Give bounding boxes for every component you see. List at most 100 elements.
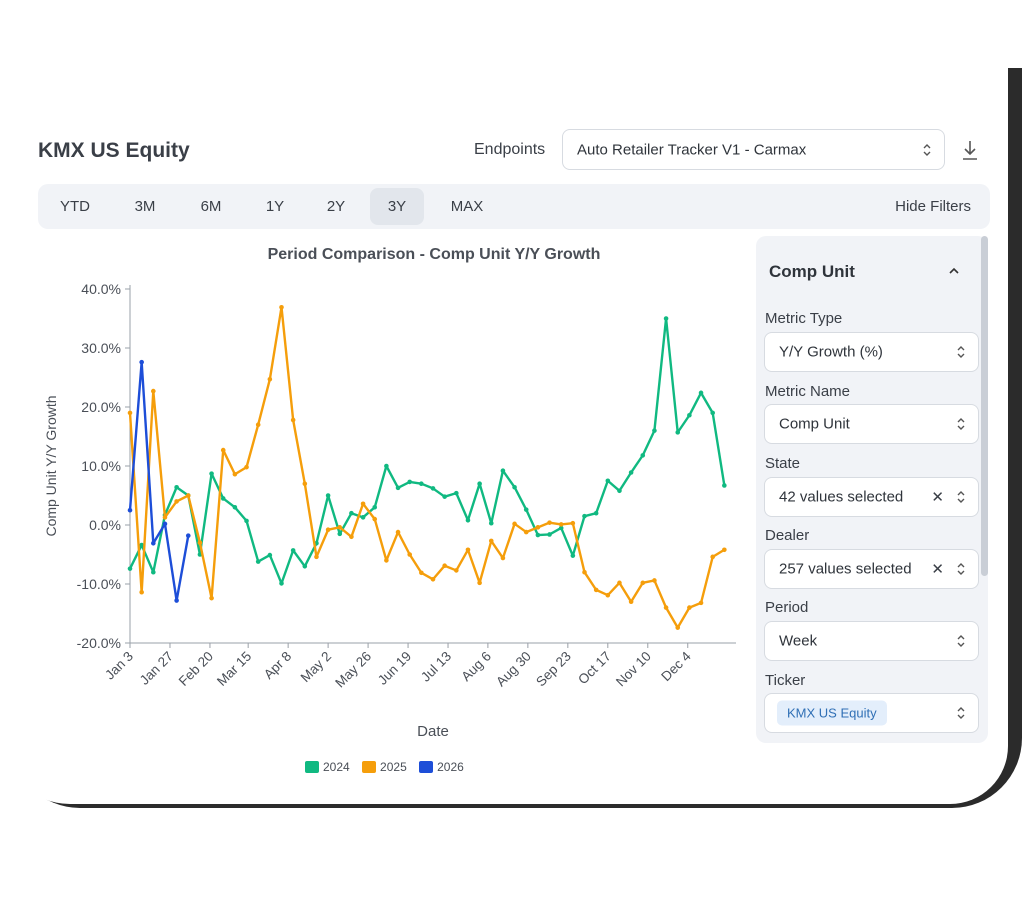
metric-type-select[interactable]: Y/Y Growth (%) — [764, 332, 979, 372]
data-point — [465, 517, 471, 523]
period-tabbar: YTD 3M 6M 1Y 2Y 3Y MAX Hide Filters — [38, 184, 990, 229]
data-point — [337, 525, 343, 530]
data-point — [640, 453, 646, 458]
data-point — [127, 410, 133, 416]
data-point — [279, 304, 284, 310]
tab-3y[interactable]: 3Y — [370, 188, 424, 225]
data-point — [384, 558, 389, 563]
series-line-2026 — [128, 360, 190, 602]
endpoints-label: Endpoints — [474, 141, 546, 158]
data-point — [232, 471, 238, 477]
ticker-select[interactable]: KMX US Equity — [764, 693, 979, 733]
data-point — [570, 520, 576, 526]
data-point — [523, 507, 529, 512]
series-2026 — [127, 359, 191, 603]
y-axis-title: Comp Unit Y/Y Growth — [43, 395, 59, 536]
data-point — [477, 481, 482, 487]
data-point — [325, 493, 331, 498]
data-point — [617, 580, 622, 586]
hide-filters-button[interactable]: Hide Filters — [895, 198, 971, 215]
data-point — [384, 463, 389, 469]
state-label: State — [765, 455, 801, 472]
data-point — [500, 555, 506, 561]
data-point — [407, 552, 412, 557]
dealer-select[interactable]: 257 values selected ✕ — [764, 549, 979, 589]
x-tick-label: Jan 3 — [102, 649, 136, 683]
data-point — [558, 525, 564, 531]
data-point — [220, 496, 226, 501]
data-point — [454, 490, 459, 496]
tab-2y[interactable]: 2Y — [326, 198, 346, 215]
data-point — [687, 412, 692, 418]
data-point — [255, 559, 261, 564]
period-select[interactable]: Week — [764, 621, 979, 661]
ticker-chip[interactable]: KMX US Equity — [777, 700, 887, 726]
data-point — [652, 428, 657, 433]
state-select[interactable]: 42 values selected ✕ — [764, 477, 979, 517]
clear-state-icon[interactable]: ✕ — [931, 489, 944, 506]
data-point — [244, 518, 249, 524]
tab-max[interactable]: MAX — [450, 198, 484, 215]
data-point — [139, 359, 144, 365]
data-point — [337, 531, 343, 537]
data-point — [174, 484, 179, 490]
filters-title: Comp Unit — [769, 262, 855, 281]
state-value: 42 values selected — [779, 488, 904, 506]
series-line-2025 — [128, 306, 725, 629]
data-point — [454, 568, 459, 573]
chevron-updown-icon — [957, 346, 965, 358]
data-point — [197, 540, 203, 545]
data-point — [710, 554, 715, 560]
line-chart: 40.0%30.0%20.0%10.0%0.0%-10.0%-20.0%Jan … — [43, 281, 736, 740]
tab-ytd[interactable]: YTD — [60, 198, 90, 215]
download-icon[interactable] — [961, 139, 979, 161]
metric-name-select[interactable]: Comp Unit — [764, 404, 979, 444]
data-point — [151, 540, 156, 546]
data-point — [628, 470, 634, 475]
legend-item-2024[interactable]: 2024 — [305, 760, 350, 774]
chevron-updown-icon — [957, 635, 965, 647]
clear-dealer-icon[interactable]: ✕ — [931, 561, 944, 578]
data-point — [442, 563, 447, 569]
data-point — [279, 581, 284, 586]
x-tick-label: Nov 10 — [613, 649, 654, 690]
legend-item-2026[interactable]: 2026 — [419, 760, 464, 774]
legend-item-2025[interactable]: 2025 — [362, 760, 407, 774]
page-title: KMX US Equity — [38, 139, 190, 162]
data-point — [663, 605, 669, 610]
x-tick-label: Oct 17 — [575, 649, 614, 688]
chevron-up-icon[interactable] — [947, 266, 961, 276]
y-tick-label: -10.0% — [77, 576, 121, 592]
data-point — [640, 580, 646, 586]
data-point — [302, 481, 308, 487]
data-point — [605, 478, 611, 484]
dealer-label: Dealer — [765, 527, 810, 544]
data-point — [360, 501, 366, 507]
data-point — [488, 520, 494, 526]
y-tick-label: 20.0% — [81, 399, 121, 415]
y-tick-label: -20.0% — [77, 635, 121, 651]
data-point — [687, 605, 692, 610]
filters-panel: Comp Unit Metric Type Y/Y Growth (%) Met… — [756, 236, 988, 743]
tab-1y[interactable]: 1Y — [265, 198, 285, 215]
data-point — [151, 388, 156, 394]
period-value: Week — [779, 632, 818, 650]
tab-3m[interactable]: 3M — [134, 198, 156, 215]
period-label: Period — [765, 599, 809, 616]
panel-scrollbar[interactable] — [981, 236, 988, 576]
data-point — [349, 534, 354, 540]
data-point — [185, 493, 191, 498]
data-point — [722, 483, 727, 488]
data-point — [722, 547, 727, 553]
data-point — [127, 566, 133, 571]
x-tick-label: Feb 20 — [176, 649, 216, 689]
data-point — [349, 510, 354, 516]
data-point — [570, 553, 576, 558]
data-point — [698, 600, 704, 606]
endpoints-select[interactable]: Auto Retailer Tracker V1 - Carmax — [562, 129, 945, 170]
x-tick-label: Aug 6 — [458, 649, 494, 685]
tab-6m[interactable]: 6M — [200, 198, 222, 215]
data-point — [360, 515, 366, 520]
x-tick-label: Jun 19 — [375, 649, 414, 688]
data-point — [582, 569, 587, 575]
